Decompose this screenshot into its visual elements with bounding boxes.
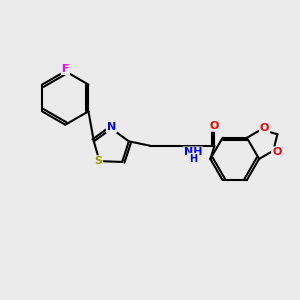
Text: H: H — [189, 154, 197, 164]
Text: O: O — [272, 147, 281, 157]
Text: NH: NH — [184, 147, 202, 157]
Text: O: O — [260, 123, 269, 133]
Text: N: N — [107, 122, 116, 132]
Text: O: O — [210, 121, 219, 131]
Text: F: F — [61, 64, 69, 74]
Text: S: S — [94, 156, 102, 166]
